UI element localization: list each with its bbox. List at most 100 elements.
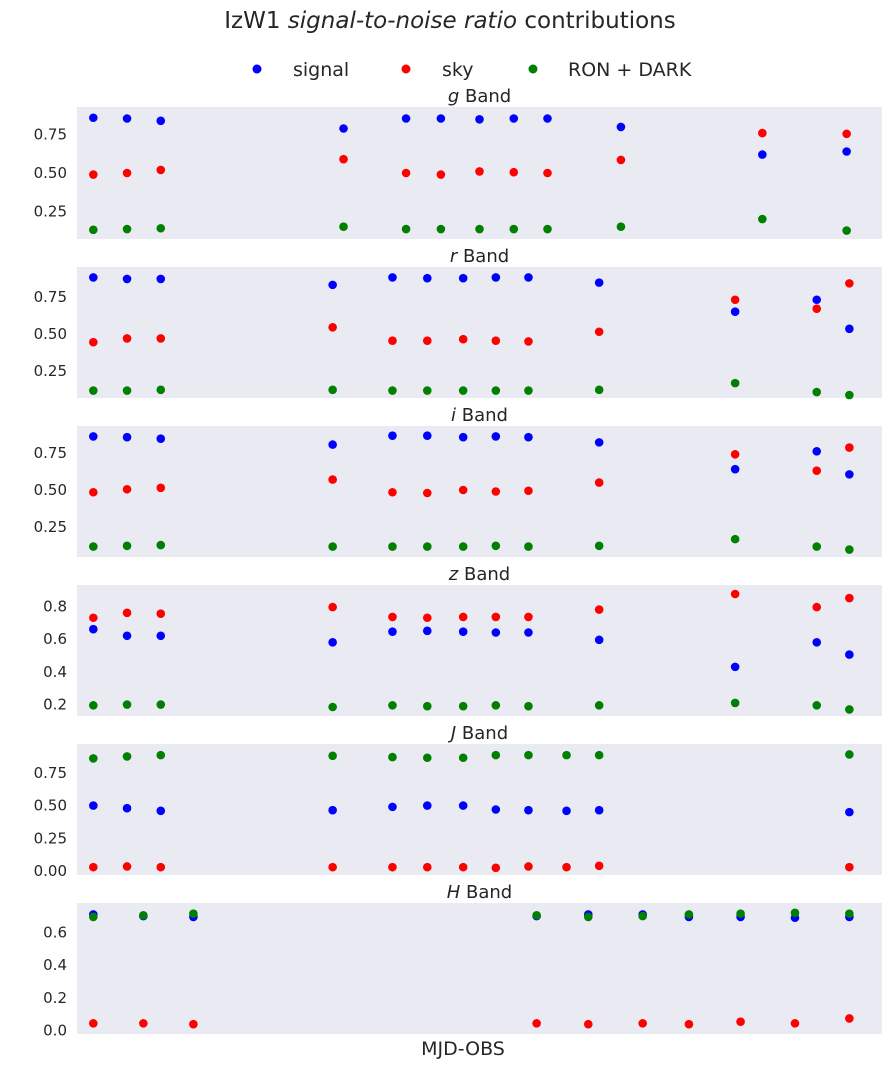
y-tick-label: 0.75 xyxy=(34,288,67,306)
point-ron-dark xyxy=(458,753,468,763)
point-sky xyxy=(616,155,626,165)
point-ron-dark xyxy=(339,222,348,232)
point-signal xyxy=(491,805,501,814)
series-ron-dark xyxy=(89,534,854,554)
point-ron-dark xyxy=(684,910,694,919)
point-signal xyxy=(328,805,337,815)
panel-title-suffix: Band xyxy=(460,882,512,903)
y-tick-label: 0.2 xyxy=(43,696,67,714)
point-sky xyxy=(156,862,166,872)
point-signal xyxy=(339,124,348,133)
panel-title-band: J xyxy=(448,723,456,744)
point-ron-dark xyxy=(845,909,854,918)
y-tick-label: 0.6 xyxy=(43,630,67,648)
x-axis-label: MJD-OBS xyxy=(421,1038,505,1060)
point-ron-dark xyxy=(89,542,98,551)
plot-area xyxy=(77,903,882,1034)
panel-title-suffix: Band xyxy=(458,564,510,585)
y-tick-label: 0.25 xyxy=(34,829,67,847)
point-ron-dark xyxy=(388,386,397,395)
point-ron-dark xyxy=(524,750,533,760)
point-sky xyxy=(491,487,501,496)
point-sky xyxy=(89,862,98,872)
point-ron-dark xyxy=(842,226,851,235)
point-ron-dark xyxy=(583,912,593,922)
point-ron-dark xyxy=(524,386,533,395)
point-ron-dark xyxy=(89,912,98,922)
plot-area xyxy=(77,267,882,398)
point-ron-dark xyxy=(122,386,132,395)
point-ron-dark xyxy=(532,910,541,920)
point-sky xyxy=(388,862,397,872)
point-signal xyxy=(422,273,432,283)
point-sky xyxy=(594,327,604,337)
point-sky xyxy=(524,612,533,622)
point-sky xyxy=(122,334,132,343)
panel-J-band: J Band 0.00 0.25 0.50 0.75 xyxy=(34,723,882,880)
point-ron-dark xyxy=(156,700,166,709)
y-tick-label: 0.4 xyxy=(43,663,67,681)
point-signal xyxy=(812,638,822,647)
point-sky xyxy=(845,1014,854,1023)
point-ron-dark xyxy=(509,224,519,234)
point-signal xyxy=(89,273,98,282)
series-ron-dark xyxy=(89,908,854,922)
point-sky xyxy=(422,336,432,345)
point-sky xyxy=(458,485,468,495)
series-sky xyxy=(89,128,851,179)
y-tick-label: 0.75 xyxy=(34,764,67,782)
point-ron-dark xyxy=(616,222,626,232)
point-sky xyxy=(812,466,822,475)
point-signal xyxy=(524,273,533,282)
point-sky xyxy=(156,165,166,175)
point-sky xyxy=(388,487,397,497)
point-signal xyxy=(730,464,740,474)
point-signal xyxy=(156,806,166,816)
point-ron-dark xyxy=(491,701,501,710)
point-ron-dark xyxy=(845,705,854,714)
point-ron-dark xyxy=(594,541,604,551)
panel-title: r Band xyxy=(450,246,509,267)
point-signal xyxy=(388,802,397,812)
point-signal xyxy=(328,638,337,647)
point-ron-dark xyxy=(388,752,397,762)
point-ron-dark xyxy=(401,224,411,234)
point-ron-dark xyxy=(638,911,647,921)
panel-title: z Band xyxy=(448,564,510,585)
point-sky xyxy=(388,612,397,622)
point-signal xyxy=(458,273,468,283)
panel-title-band: z xyxy=(448,564,459,585)
series-ron-dark xyxy=(89,698,854,714)
point-ron-dark xyxy=(328,751,337,761)
panel-i-band: i Band 0.25 0.50 0.75 xyxy=(34,405,882,557)
point-signal xyxy=(524,432,533,442)
series-signal xyxy=(89,431,854,479)
point-signal xyxy=(845,470,854,479)
plot-area xyxy=(77,585,882,716)
point-sky xyxy=(89,1019,98,1028)
panel-title-suffix: Band xyxy=(459,86,511,107)
point-sky xyxy=(524,486,533,496)
point-sky xyxy=(638,1019,647,1028)
point-signal xyxy=(122,114,132,123)
point-ron-dark xyxy=(156,540,166,550)
point-signal xyxy=(89,801,98,810)
point-ron-dark xyxy=(491,750,501,760)
point-signal xyxy=(458,627,468,636)
series-sky xyxy=(89,279,854,347)
point-sky xyxy=(89,170,98,179)
plot-area xyxy=(77,426,882,557)
series-sky xyxy=(89,1014,854,1029)
series-sky xyxy=(89,443,854,498)
legend: signal sky RON + DARK xyxy=(252,59,692,81)
point-sky xyxy=(524,862,533,871)
point-ron-dark xyxy=(89,754,98,763)
point-ron-dark xyxy=(458,386,468,395)
panel-z-band: z Band 0.2 0.4 0.6 0.8 xyxy=(43,564,882,716)
point-signal xyxy=(328,440,337,449)
panel-title-suffix: Band xyxy=(457,246,509,267)
point-ron-dark xyxy=(812,387,822,397)
y-tick-label: 0.25 xyxy=(34,202,67,220)
panel-title: i Band xyxy=(451,405,508,426)
point-ron-dark xyxy=(156,750,166,760)
